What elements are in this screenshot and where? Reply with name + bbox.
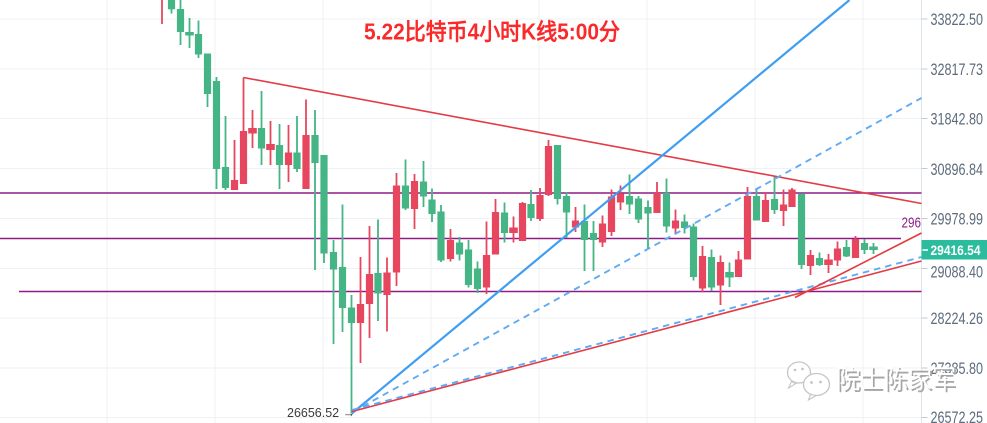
svg-text:31842.80: 31842.80 xyxy=(931,111,984,129)
svg-text:27385.80: 27385.80 xyxy=(931,360,984,378)
svg-text:33822.50: 33822.50 xyxy=(931,11,984,29)
svg-text:296: 296 xyxy=(902,215,922,232)
svg-text:30896.84: 30896.84 xyxy=(931,161,984,179)
svg-text:29978.99: 29978.99 xyxy=(931,211,984,229)
svg-text:院士陈家军: 院士陈家军 xyxy=(836,366,956,394)
svg-text:28224.26: 28224.26 xyxy=(931,310,984,328)
svg-text:5.22比特币4小时K线5:00分: 5.22比特币4小时K线5:00分 xyxy=(364,19,620,45)
svg-text:32817.73: 32817.73 xyxy=(931,61,984,79)
svg-text:29088.40: 29088.40 xyxy=(931,264,984,282)
svg-text:29416.54: 29416.54 xyxy=(931,242,981,258)
svg-text:院士陈家军: 院士陈家军 xyxy=(838,368,958,396)
svg-text:26656.52 →: 26656.52 → xyxy=(287,406,355,420)
svg-text:26572.25: 26572.25 xyxy=(931,409,984,423)
